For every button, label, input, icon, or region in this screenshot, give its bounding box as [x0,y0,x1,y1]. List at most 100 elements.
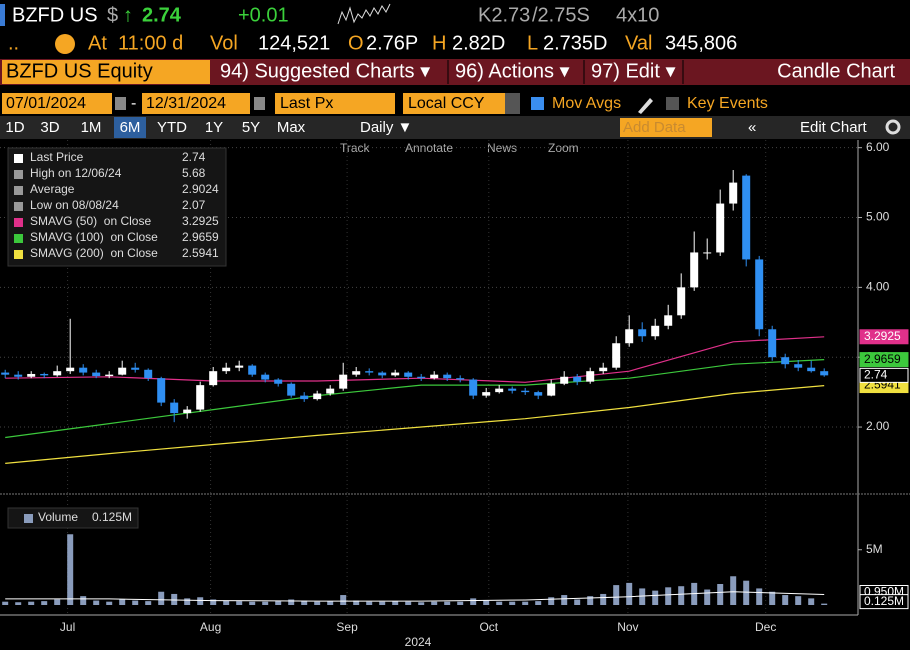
period-button[interactable]: 1D [5,119,24,136]
period-button[interactable]: 1M [81,119,102,136]
menu-item[interactable]: 97) Edit ▾ [591,60,676,82]
menu-item[interactable]: 94) Suggested Charts ▾ [220,60,430,82]
volume-bar [184,598,191,605]
y-tick-label: 4.00 [866,280,890,294]
input[interactable] [142,93,250,114]
period-button[interactable]: 5Y [242,119,260,136]
candle-body [716,203,725,253]
candle-body [781,357,790,365]
candle-body [651,325,660,337]
volume-bar [561,595,568,605]
end-date[interactable]: 12/31/2024 [146,95,226,112]
time: 11:00 d [118,32,183,54]
volume-bar [392,601,399,605]
security-box[interactable] [2,60,210,84]
volume-bar [80,596,87,605]
legend-value: 2.5941 [182,246,219,260]
period-button[interactable]: Max [277,119,306,136]
period-active [114,117,146,138]
volume-bar [158,591,165,605]
checkbox[interactable] [666,97,679,110]
candle-body [261,374,270,380]
gear-icon[interactable] [885,119,901,135]
volume-bar [743,580,750,605]
candle-body [742,175,751,260]
candle-body [14,374,23,377]
input[interactable] [620,118,712,137]
dots: .. [8,32,19,54]
period-button[interactable]: 1Y [205,119,223,136]
legend-label: Low on 08/08/24 [30,198,119,212]
tool[interactable]: Annotate [405,141,453,155]
volume-bar [613,585,620,605]
candle-body [235,365,244,368]
input[interactable] [275,93,395,114]
candle-body [352,371,361,375]
volume-bar [2,601,9,605]
calendar-icon[interactable] [115,97,126,110]
candle-body [92,372,101,377]
candle-body [599,367,608,372]
tool[interactable]: News [487,141,517,155]
volume-bar [106,601,113,605]
collapse[interactable]: « [748,119,756,136]
arrow: ↑ [123,4,133,26]
high: 2.82D [452,32,505,54]
volume-bar [470,598,477,605]
candle-body [378,372,387,376]
low: 2.735D [543,32,608,54]
candle-body [690,252,699,288]
volume-bar [769,591,776,605]
menu-item[interactable]: 96) Actions ▾ [455,60,570,82]
x-tick-label: Jul [60,620,75,634]
size: 4x10 [616,4,659,26]
security[interactable]: BZFD US Equity [6,60,153,82]
volume-bar [54,599,61,605]
key-events[interactable]: Key Events [687,95,768,112]
candle-body [469,379,478,396]
period-button[interactable]: 6M [120,119,141,136]
volume-bar [808,598,815,605]
period-button[interactable]: YTD [157,119,187,136]
x-tick-label: Sep [336,620,358,634]
dropdown[interactable] [505,93,520,114]
chart-type: Candle Chart [777,60,895,82]
period-button[interactable]: 3D [40,119,59,136]
checkbox[interactable] [531,97,544,110]
legend-value: 3.2925 [182,214,219,228]
candle-body [365,371,374,373]
add-data[interactable]: Add Data [623,119,686,136]
tool[interactable]: Track [340,141,371,155]
candle-body [40,373,49,376]
candle-body [508,388,517,391]
field[interactable]: Last Px [280,95,333,112]
legend-label: Average [30,182,75,196]
calendar-icon[interactable] [254,97,265,110]
candle-body [443,374,452,379]
ask: /2.75S [532,4,590,26]
pencil-icon[interactable] [638,98,653,114]
volume-bar [821,603,828,605]
volume-bar [275,601,282,605]
tool[interactable]: Zoom [548,141,579,155]
legend-swatch [14,234,23,243]
candle-body [183,409,192,414]
input[interactable] [2,93,112,114]
volume-bar [41,601,48,605]
legend-label: SMAVG (200) on Close [30,246,158,260]
input[interactable] [403,93,505,114]
candle-body [248,365,257,375]
candle-body [118,367,127,375]
y-tick-label: 5M [866,542,883,556]
candle-body [105,374,114,377]
mov-avgs[interactable]: Mov Avgs [552,95,621,112]
val: 345,806 [665,32,737,54]
edit-chart[interactable]: Edit Chart [800,119,868,136]
frequency[interactable]: Daily ▼ [360,119,412,136]
legend-swatch [14,202,23,211]
start-date[interactable]: 07/01/2024 [6,95,86,112]
dash: - [131,95,136,112]
volume-bar [548,597,555,605]
currency-field[interactable]: Local CCY [408,95,485,112]
